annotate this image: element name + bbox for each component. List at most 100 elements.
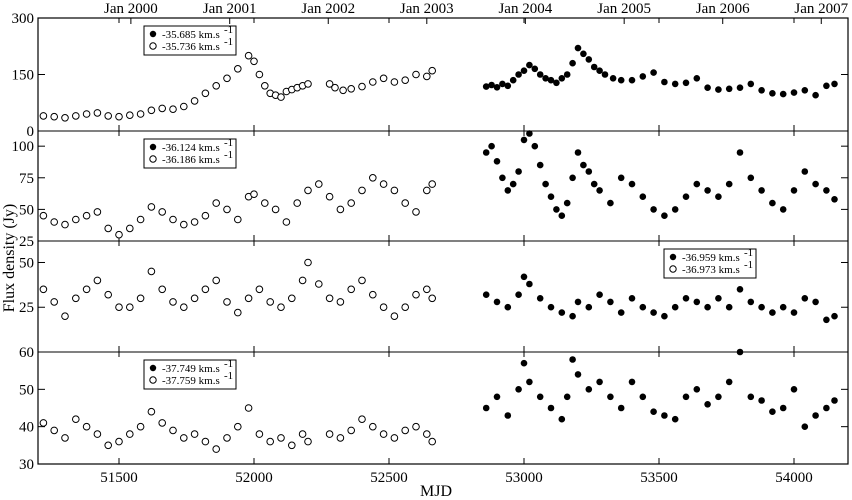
data-point <box>493 84 501 91</box>
data-point <box>488 142 495 150</box>
data-point <box>682 295 690 302</box>
data-point <box>72 415 80 424</box>
data-point <box>223 298 231 306</box>
data-point <box>580 161 587 169</box>
data-point <box>169 105 177 113</box>
data-point <box>779 303 787 311</box>
data-point <box>526 61 533 69</box>
data-point <box>704 303 711 311</box>
data-point <box>423 72 431 81</box>
data-point <box>515 386 522 393</box>
panel-4: 30 40 50 60 -37.749 km.s -1 -37.759 km.s -1 <box>19 345 848 473</box>
data-point <box>266 437 275 446</box>
y-tick-label: 60 <box>19 345 34 361</box>
data-point <box>50 426 59 435</box>
data-point <box>574 149 582 156</box>
data-point <box>104 441 112 450</box>
legend-marker <box>149 376 157 384</box>
legend-label-exponent: -1 <box>224 149 233 161</box>
data-point <box>304 186 312 195</box>
data-point <box>61 114 69 122</box>
data-point <box>569 356 576 363</box>
legend-box <box>143 138 237 169</box>
data-point <box>520 136 528 144</box>
data-point <box>650 309 657 316</box>
data-point <box>104 112 112 120</box>
data-point <box>50 218 59 226</box>
data-point <box>39 285 48 294</box>
legend-label: -36.959 km.s <box>682 252 740 264</box>
legend-label: -36.973 km.s <box>682 264 740 276</box>
data-point <box>536 393 544 401</box>
top-date-label: Jan 2007 <box>794 1 848 17</box>
series-filled <box>482 44 838 99</box>
data-point <box>569 312 576 320</box>
y-tick-label: 50 <box>19 382 34 398</box>
data-point <box>531 65 539 73</box>
data-point <box>831 196 838 203</box>
data-point <box>779 404 787 412</box>
data-point <box>147 203 156 211</box>
data-point <box>682 79 690 87</box>
data-point <box>158 419 166 427</box>
data-point <box>704 401 711 408</box>
data-point <box>190 97 199 105</box>
data-point <box>671 303 679 311</box>
data-point <box>547 404 555 412</box>
data-point <box>639 193 647 200</box>
data-point <box>266 298 275 306</box>
data-point <box>526 280 533 288</box>
data-point <box>390 186 399 195</box>
data-point <box>585 56 593 63</box>
data-point <box>39 419 48 427</box>
data-point <box>288 441 296 450</box>
data-point <box>212 276 220 285</box>
data-point <box>515 71 522 78</box>
data-point <box>831 80 838 88</box>
data-point <box>201 437 210 446</box>
legend-label-exponent: -1 <box>224 370 233 382</box>
panels-group: 0 150 300 -35.685 km.s -1 -35.736 km.s -1 25 50 7… <box>12 11 848 473</box>
data-point <box>715 86 722 93</box>
data-point <box>661 212 668 219</box>
data-point <box>758 397 765 404</box>
data-point <box>823 187 830 194</box>
data-point <box>526 378 533 386</box>
data-point <box>590 63 598 71</box>
data-point <box>315 180 323 188</box>
x-tick-label: 52000 <box>235 470 273 486</box>
data-point <box>401 426 410 435</box>
data-point <box>790 309 798 316</box>
series-open <box>39 174 437 239</box>
data-point <box>499 174 506 182</box>
data-point <box>190 294 199 303</box>
data-point <box>558 415 566 423</box>
data-point <box>725 85 733 93</box>
data-point <box>585 168 593 175</box>
data-point <box>401 199 410 207</box>
data-point <box>493 393 501 401</box>
plot-frame <box>37 17 849 465</box>
series-open <box>39 258 437 321</box>
x-tick-label: 54000 <box>775 470 813 486</box>
y-tick-label: 50 <box>19 202 34 218</box>
data-point <box>244 404 253 412</box>
data-point <box>126 430 134 438</box>
data-point <box>536 161 544 169</box>
data-point <box>336 434 345 442</box>
data-point <box>72 112 80 120</box>
x-tick-label: 53000 <box>505 470 543 486</box>
x-tick-label: 51500 <box>100 470 138 486</box>
data-point <box>628 180 636 188</box>
data-point <box>563 71 571 78</box>
data-point <box>601 71 609 78</box>
data-point <box>93 109 102 117</box>
data-point <box>298 276 307 285</box>
legend-label: -37.749 km.s <box>162 363 220 375</box>
data-point <box>704 187 711 194</box>
data-point <box>488 81 495 89</box>
data-point <box>596 378 603 386</box>
data-point <box>136 422 145 431</box>
data-point <box>358 186 366 195</box>
data-point <box>607 199 614 207</box>
